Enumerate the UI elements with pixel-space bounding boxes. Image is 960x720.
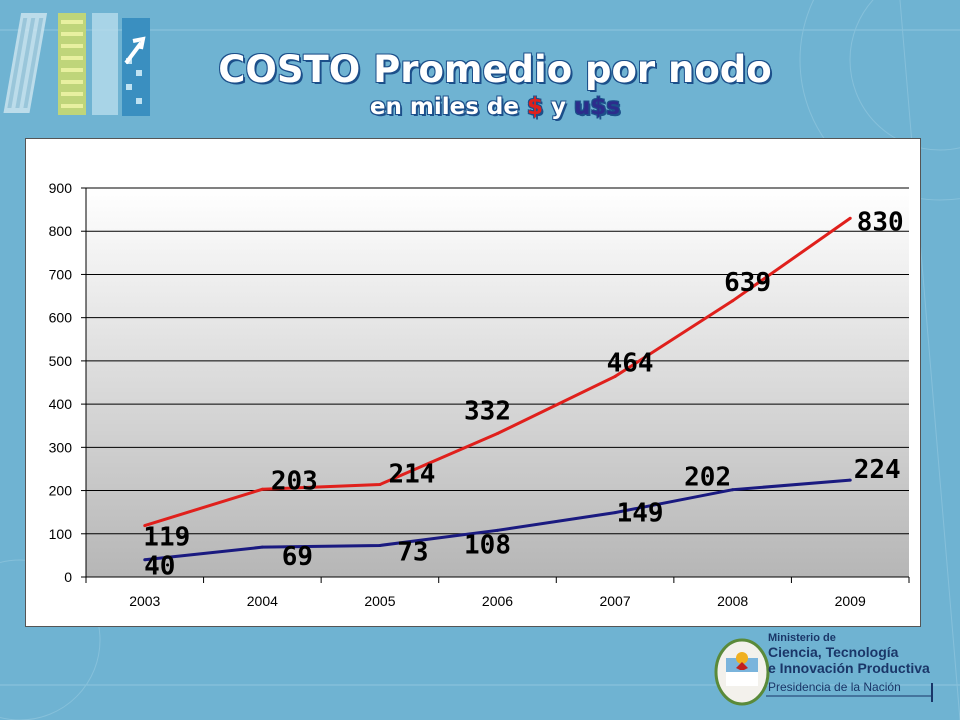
ministry-line4: Presidencia de la Nación bbox=[768, 680, 901, 694]
data-point bbox=[378, 543, 382, 547]
data-label: 224 bbox=[854, 455, 901, 485]
y-tick-label: 900 bbox=[49, 180, 73, 196]
subtitle-usd: u$s bbox=[574, 94, 621, 120]
x-tick-label: 2009 bbox=[835, 593, 866, 609]
subtitle-prefix: en miles de bbox=[369, 94, 527, 120]
x-tick-label: 2003 bbox=[129, 593, 160, 609]
data-point bbox=[496, 432, 499, 436]
y-tick-label: 400 bbox=[49, 396, 73, 412]
data-label: 830 bbox=[857, 207, 904, 237]
data-label: 149 bbox=[617, 499, 664, 529]
data-point bbox=[613, 511, 617, 515]
data-point bbox=[613, 374, 617, 378]
institution-logo bbox=[3, 13, 150, 116]
data-point bbox=[848, 478, 852, 482]
plot-area bbox=[86, 188, 909, 577]
data-label: 73 bbox=[397, 537, 428, 567]
x-tick-label: 2007 bbox=[599, 593, 630, 609]
page-title: COSTO Promedio por nodo bbox=[218, 48, 772, 91]
x-tick-label: 2005 bbox=[364, 593, 395, 609]
data-point bbox=[731, 488, 735, 492]
data-label: 202 bbox=[684, 463, 731, 493]
y-tick-label: 600 bbox=[49, 310, 73, 326]
data-label: 203 bbox=[271, 466, 318, 496]
data-label: 332 bbox=[464, 397, 511, 427]
data-point bbox=[731, 299, 735, 303]
data-point bbox=[143, 524, 147, 528]
x-tick-label: 2004 bbox=[247, 593, 278, 609]
data-point bbox=[848, 216, 852, 220]
line-chart: 0 100 200 300 400 500 600 700 800 900 2003 2004 2005… bbox=[49, 180, 910, 609]
ministry-line1: Ministerio de bbox=[768, 632, 836, 644]
data-point bbox=[143, 558, 147, 562]
data-point bbox=[496, 528, 499, 532]
data-label: 69 bbox=[282, 542, 313, 572]
chart-container: 0 100 200 300 400 500 600 700 800 900 2003 2004 2005… bbox=[25, 138, 921, 627]
data-label: 119 bbox=[143, 523, 190, 553]
ministry-name: Ministerio de Ciencia, Tecnología e Inno… bbox=[768, 632, 930, 694]
y-tick-label: 300 bbox=[49, 439, 73, 455]
y-tick-label: 100 bbox=[49, 526, 73, 542]
x-tick-label: 2008 bbox=[717, 593, 748, 609]
y-tick-label: 0 bbox=[64, 569, 72, 585]
y-tick-label: 500 bbox=[49, 353, 73, 369]
data-label: 639 bbox=[724, 268, 771, 298]
data-label: 464 bbox=[607, 348, 654, 378]
x-tick-label: 2006 bbox=[482, 593, 513, 609]
data-point bbox=[260, 545, 264, 549]
data-label: 214 bbox=[388, 460, 435, 490]
y-tick-label: 200 bbox=[49, 483, 73, 499]
data-point bbox=[378, 483, 382, 487]
y-tick-label: 800 bbox=[49, 223, 73, 239]
page-subtitle: en miles de $ y u$s bbox=[0, 94, 960, 120]
data-label: 40 bbox=[144, 552, 175, 582]
ministry-logo bbox=[714, 638, 933, 706]
data-point bbox=[260, 487, 264, 491]
y-tick-label: 700 bbox=[49, 266, 73, 282]
subtitle-peso: $ bbox=[526, 94, 543, 120]
data-label: 108 bbox=[464, 530, 511, 560]
ministry-line3: e Innovación Productiva bbox=[768, 660, 930, 676]
ministry-line2: Ciencia, Tecnología bbox=[768, 644, 899, 660]
subtitle-and: y bbox=[543, 94, 575, 120]
